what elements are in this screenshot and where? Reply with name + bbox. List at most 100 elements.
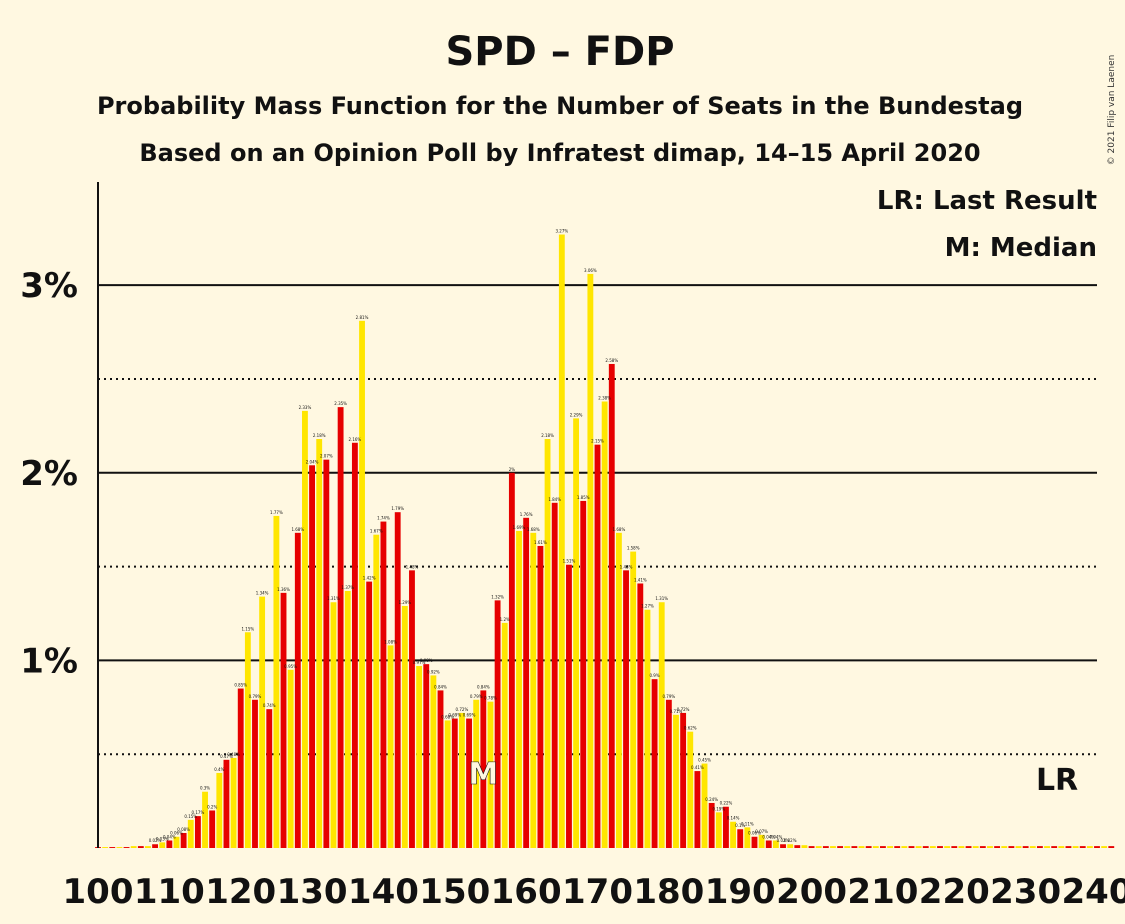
bar-seat-155 (487, 701, 494, 848)
value-label-seat-181: 0.71% (670, 709, 683, 714)
bar-seat-190 (737, 829, 744, 848)
bar-seat-168 (580, 500, 587, 848)
value-label-seat-115: 0.3% (200, 786, 210, 791)
bar-seat-174 (623, 570, 629, 848)
value-label-seat-171: 2.38% (598, 395, 611, 400)
bar-seat-186 (708, 802, 715, 848)
bar-seat-107 (145, 846, 151, 848)
bar-seat-115 (202, 791, 208, 848)
value-label-seat-174: 1.48% (620, 564, 633, 569)
bar-seat-218 (937, 846, 943, 848)
bar-seat-164 (551, 502, 558, 848)
bar-seat-230 (1022, 846, 1029, 848)
bar-seat-214 (908, 846, 915, 848)
bar-seat-132 (323, 459, 330, 848)
bar-seat-196 (780, 844, 786, 848)
bar-seat-133 (330, 602, 337, 848)
bar-seat-123 (259, 596, 266, 848)
bar-seat-140 (380, 521, 387, 848)
bar-seat-177 (644, 609, 651, 848)
bar-seat-118 (223, 759, 230, 848)
bar-seat-172 (608, 363, 615, 848)
bar-seat-120 (237, 688, 244, 848)
value-label-seat-118: 0.47% (220, 754, 233, 759)
copyright-text: © 2021 Filip van Laenen (1107, 55, 1117, 166)
bar-seat-125 (273, 515, 280, 848)
bar-seat-146 (423, 664, 430, 848)
value-label-seat-192: 0.06% (748, 831, 761, 836)
value-label-seat-149: 0.68% (441, 714, 454, 719)
bar-seat-153 (473, 699, 480, 848)
bar-seat-127 (287, 669, 294, 848)
value-label-seat-182: 0.72% (677, 707, 690, 712)
bar-seat-124 (266, 709, 273, 848)
bar-seat-104 (123, 847, 130, 848)
bar-seat-101 (102, 847, 109, 848)
value-label-seat-195: 0.04% (770, 834, 783, 839)
bar-seat-105 (130, 846, 137, 848)
bar-seat-147 (430, 675, 437, 848)
value-label-seat-123: 1.34% (256, 591, 269, 596)
value-label-seat-170: 2.15% (591, 439, 604, 444)
bar-seat-192 (751, 836, 758, 848)
value-label-seat-132: 2.07% (320, 454, 333, 459)
value-label-seat-153: 0.79% (470, 694, 483, 699)
bar-seat-106 (137, 846, 144, 848)
bar-seat-117 (216, 772, 223, 848)
bar-seat-160 (523, 517, 530, 848)
bar-seat-122 (252, 699, 258, 848)
value-label-seat-138: 1.42% (363, 576, 376, 581)
value-label-seat-184: 0.41% (691, 765, 704, 770)
y-tick-labels: 1% 2% 3% (20, 266, 78, 681)
bar-seat-171 (601, 401, 608, 848)
bar-seat-237 (1072, 846, 1079, 848)
x-tick-label: 200 (776, 872, 847, 912)
bar-seat-126 (280, 592, 287, 848)
bar-seat-206 (851, 846, 858, 848)
value-label-seat-130: 2.04% (306, 459, 319, 464)
bar-seat-235 (1058, 846, 1065, 848)
value-labels: 0.02%0.03%0.04%0.06%0.08%0.15%0.17%0.3%0… (149, 229, 797, 844)
value-label-seat-157: 1.2% (500, 617, 510, 622)
bar-seat-145 (416, 666, 423, 848)
value-label-seat-150: 0.69% (448, 713, 461, 718)
value-label-seat-186: 0.24% (705, 797, 718, 802)
bar-seat-134 (337, 407, 344, 848)
value-label-seat-161: 1.68% (527, 527, 540, 532)
chart-title: SPD – FDP (445, 29, 674, 75)
x-tick-label: 150 (419, 872, 490, 912)
bar-seat-173 (615, 532, 622, 848)
bar-seat-228 (1008, 846, 1015, 848)
value-label-seat-175: 1.58% (627, 546, 640, 551)
bar-seat-119 (230, 757, 237, 848)
value-label-seat-173: 1.68% (613, 527, 626, 532)
bar-seat-159 (516, 530, 522, 848)
value-label-seat-164: 1.84% (548, 497, 561, 502)
bar-seat-231 (1029, 846, 1036, 848)
value-label-seat-139: 1.67% (370, 529, 383, 534)
value-label-seat-145: 0.97% (413, 660, 426, 665)
value-label-seat-187: 0.19% (712, 806, 725, 811)
value-label-seat-151: 0.72% (456, 707, 469, 712)
y-tick-label: 1% (20, 641, 78, 681)
bar-seat-113 (187, 819, 194, 848)
bar-seat-189 (730, 821, 737, 848)
bar-seat-205 (844, 846, 851, 848)
bar-seat-181 (673, 714, 679, 848)
bar-seat-141 (387, 645, 394, 848)
bar-seat-129 (302, 410, 308, 848)
bar-seat-198 (794, 845, 801, 848)
bar-seat-150 (451, 718, 458, 848)
bar-seat-184 (694, 771, 701, 848)
bar-seat-199 (801, 845, 808, 848)
x-tick-label: 130 (277, 872, 348, 912)
value-label-seat-191: 0.11% (741, 821, 754, 826)
bar-seat-229 (1015, 846, 1022, 848)
bar-seat-233 (1044, 846, 1050, 848)
value-label-seat-128: 1.68% (291, 527, 304, 532)
bar-seat-183 (687, 731, 694, 848)
bar-seat-232 (1036, 846, 1043, 848)
bar-seat-111 (173, 836, 180, 848)
bar-seat-213 (901, 846, 908, 848)
value-label-seat-155: 0.78% (484, 696, 497, 701)
